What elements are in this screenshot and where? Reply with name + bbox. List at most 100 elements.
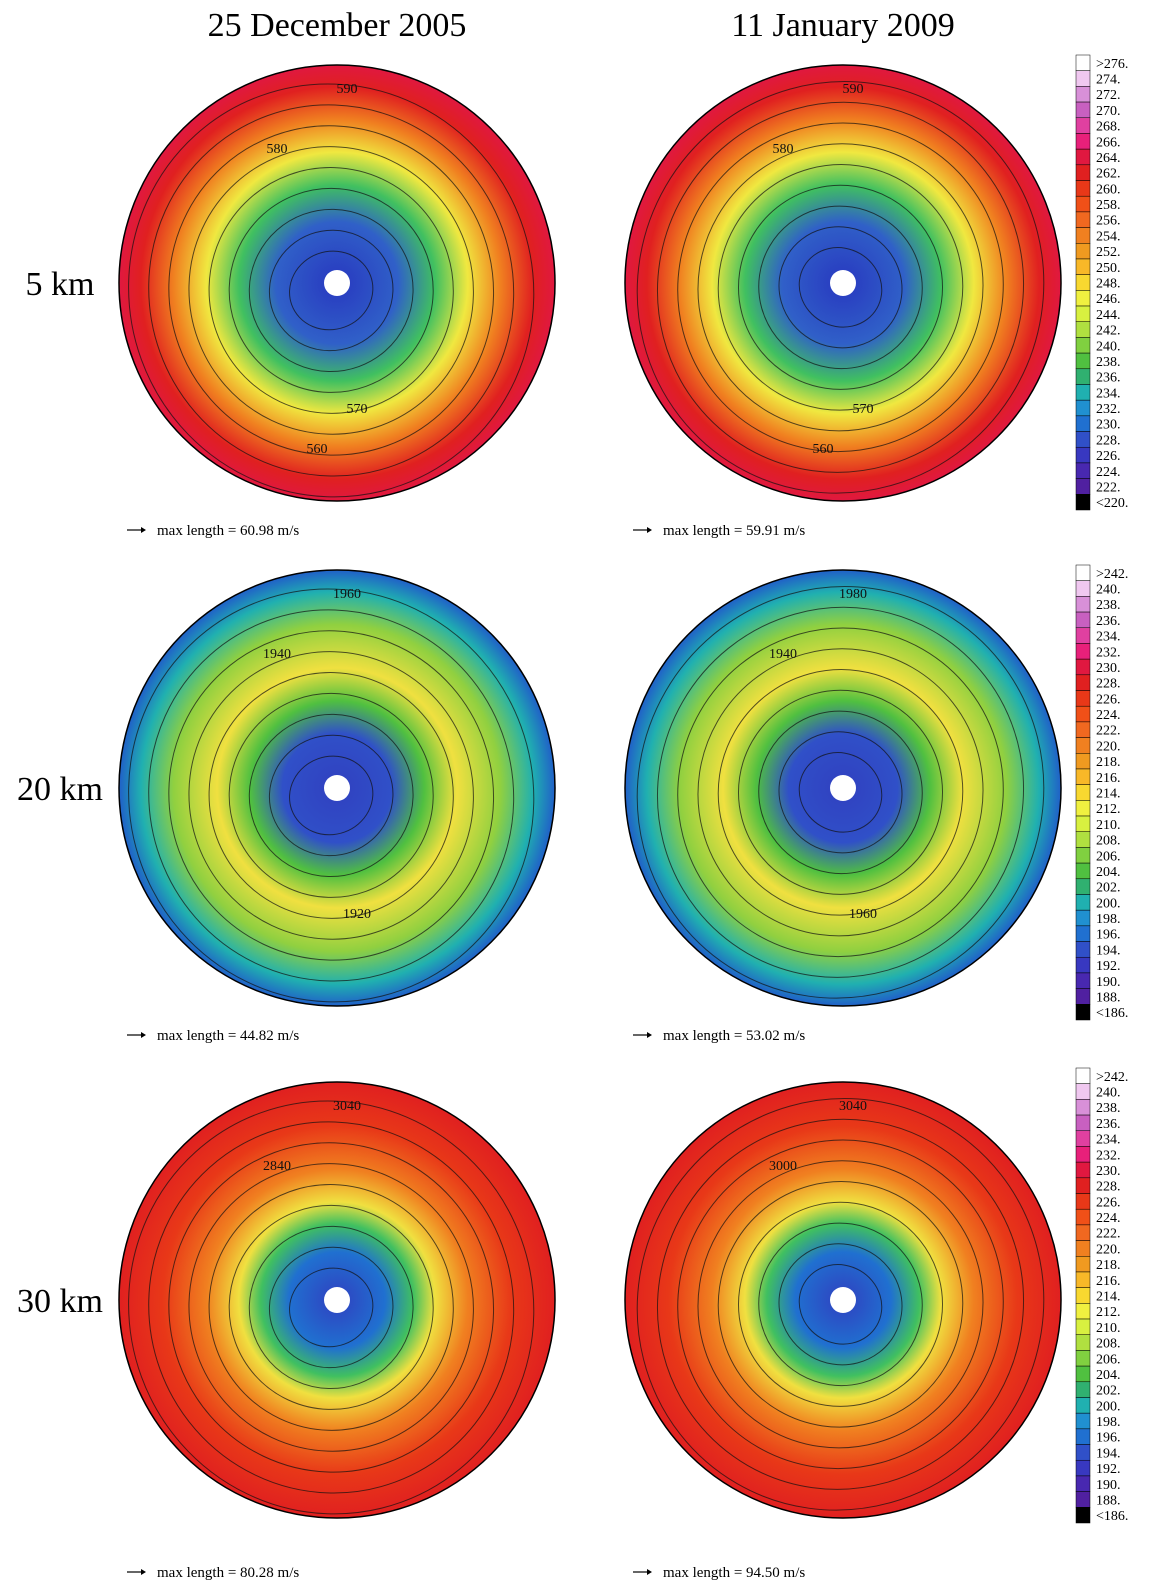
colorbar-cell: [1076, 1476, 1090, 1492]
contour-label: 570: [853, 402, 874, 417]
colorbar-cell: [1076, 416, 1090, 432]
row-label: 20 km: [17, 771, 103, 808]
colorbar-cell: [1076, 86, 1090, 102]
colorbar-cell: [1076, 1115, 1090, 1131]
row-label: 30 km: [17, 1283, 103, 1320]
colorbar-cell: [1076, 1397, 1090, 1413]
colorbar-cell: [1076, 337, 1090, 353]
arrow-head: [647, 1032, 652, 1038]
caption: max length = 60.98 m/s: [157, 523, 299, 539]
colorbar-label: 222.: [1096, 724, 1121, 739]
colorbar-label: 212.: [1096, 802, 1121, 817]
colorbar-cell: [1076, 816, 1090, 832]
colorbar-cell: [1076, 463, 1090, 479]
colorbar-cell: [1076, 1241, 1090, 1257]
arrow-head: [647, 1569, 652, 1575]
contour-label: 3000: [769, 1159, 797, 1174]
arrow-head: [141, 1569, 146, 1575]
colorbar-label: 218.: [1096, 755, 1121, 770]
colorbar-label: 228.: [1096, 433, 1121, 448]
colorbar-cell: [1076, 369, 1090, 385]
colorbar-cell: [1076, 675, 1090, 691]
colorbar-cell: [1076, 400, 1090, 416]
colorbar-cell: [1076, 1068, 1090, 1084]
colorbar-label: 202.: [1096, 881, 1121, 896]
colorbar-label: 196.: [1096, 928, 1121, 943]
colorbar-label: 270.: [1096, 104, 1121, 119]
colorbar-cell: [1076, 102, 1090, 118]
colorbar-cell: [1076, 769, 1090, 785]
colorbar-label: 198.: [1096, 912, 1121, 927]
colorbar-cell: [1076, 1507, 1090, 1523]
colorbar-cell: [1076, 926, 1090, 942]
colorbar-label: >276.: [1096, 57, 1128, 72]
colorbar-label: 206.: [1096, 1352, 1121, 1367]
colorbar-cell: [1076, 322, 1090, 338]
colorbar-cell: [1076, 71, 1090, 87]
colorbar-label: 234.: [1096, 386, 1121, 401]
figure: 25 December 200511 January 20095 km20 km…: [0, 0, 1169, 1585]
colorbar-cell: [1076, 1162, 1090, 1178]
contour-label: 1960: [849, 907, 877, 922]
colorbar-label: 240.: [1096, 583, 1121, 598]
colorbar-cell: [1076, 957, 1090, 973]
colorbar-cell: [1076, 118, 1090, 134]
colorbar-label: 212.: [1096, 1305, 1121, 1320]
colorbar-label: 200.: [1096, 1399, 1121, 1414]
colorbar-cell: [1076, 1303, 1090, 1319]
colorbar-cell: [1076, 212, 1090, 228]
colorbar-label: 240.: [1096, 1086, 1121, 1101]
colorbar-cell: [1076, 1099, 1090, 1115]
colorbar-cell: [1076, 612, 1090, 628]
colorbar-label: 222.: [1096, 480, 1121, 495]
colorbar-cell: [1076, 275, 1090, 291]
colorbar-cell: [1076, 1131, 1090, 1147]
colorbar-label: 272.: [1096, 88, 1121, 103]
contour-label: 2840: [263, 1159, 291, 1174]
contour-label: 1960: [333, 587, 361, 602]
colorbar-cell: [1076, 800, 1090, 816]
colorbar-cell: [1076, 910, 1090, 926]
colorbar-label: <220.: [1096, 496, 1128, 511]
colorbar-label: 220.: [1096, 1242, 1121, 1257]
colorbar-cell: [1076, 1194, 1090, 1210]
colorbar-cell: [1076, 596, 1090, 612]
colorbar-label: 204.: [1096, 1368, 1121, 1383]
contour-label: 1940: [263, 647, 291, 662]
colorbar-label: 200.: [1096, 896, 1121, 911]
colorbar-label: 232.: [1096, 402, 1121, 417]
colorbar-cell: [1076, 1084, 1090, 1100]
colorbar-label: 214.: [1096, 787, 1121, 802]
colorbar-label: 226.: [1096, 692, 1121, 707]
pole: [830, 775, 856, 801]
colorbar-cell: [1076, 691, 1090, 707]
colorbar-cell: [1076, 1366, 1090, 1382]
colorbar-cell: [1076, 785, 1090, 801]
caption: max length = 53.02 m/s: [663, 1028, 805, 1044]
colorbar-label: <186.: [1096, 1509, 1128, 1524]
colorbar-label: 274.: [1096, 73, 1121, 88]
contour-label: 1980: [839, 587, 867, 602]
colorbar-cell: [1076, 196, 1090, 212]
colorbar-cell: [1076, 432, 1090, 448]
colorbar-label: 250.: [1096, 261, 1121, 276]
arrow-head: [141, 1032, 146, 1038]
pole: [830, 270, 856, 296]
pole: [324, 775, 350, 801]
pole: [830, 1287, 856, 1313]
colorbar-label: 214.: [1096, 1290, 1121, 1305]
colorbar-cell: [1076, 722, 1090, 738]
contour-label: 590: [337, 82, 358, 97]
colorbar-label: 252.: [1096, 245, 1121, 260]
colorbar-cell: [1076, 706, 1090, 722]
colorbar-cell: [1076, 228, 1090, 244]
colorbar-cell: [1076, 1272, 1090, 1288]
colorbar-cell: [1076, 1382, 1090, 1398]
colorbar-label: 190.: [1096, 975, 1121, 990]
colorbar-label: 232.: [1096, 1148, 1121, 1163]
colorbar-cell: [1076, 1225, 1090, 1241]
colorbar-cell: [1076, 353, 1090, 369]
contour-label: 3040: [333, 1099, 361, 1114]
colorbar-cell: [1076, 1209, 1090, 1225]
colorbar-cell: [1076, 1445, 1090, 1461]
